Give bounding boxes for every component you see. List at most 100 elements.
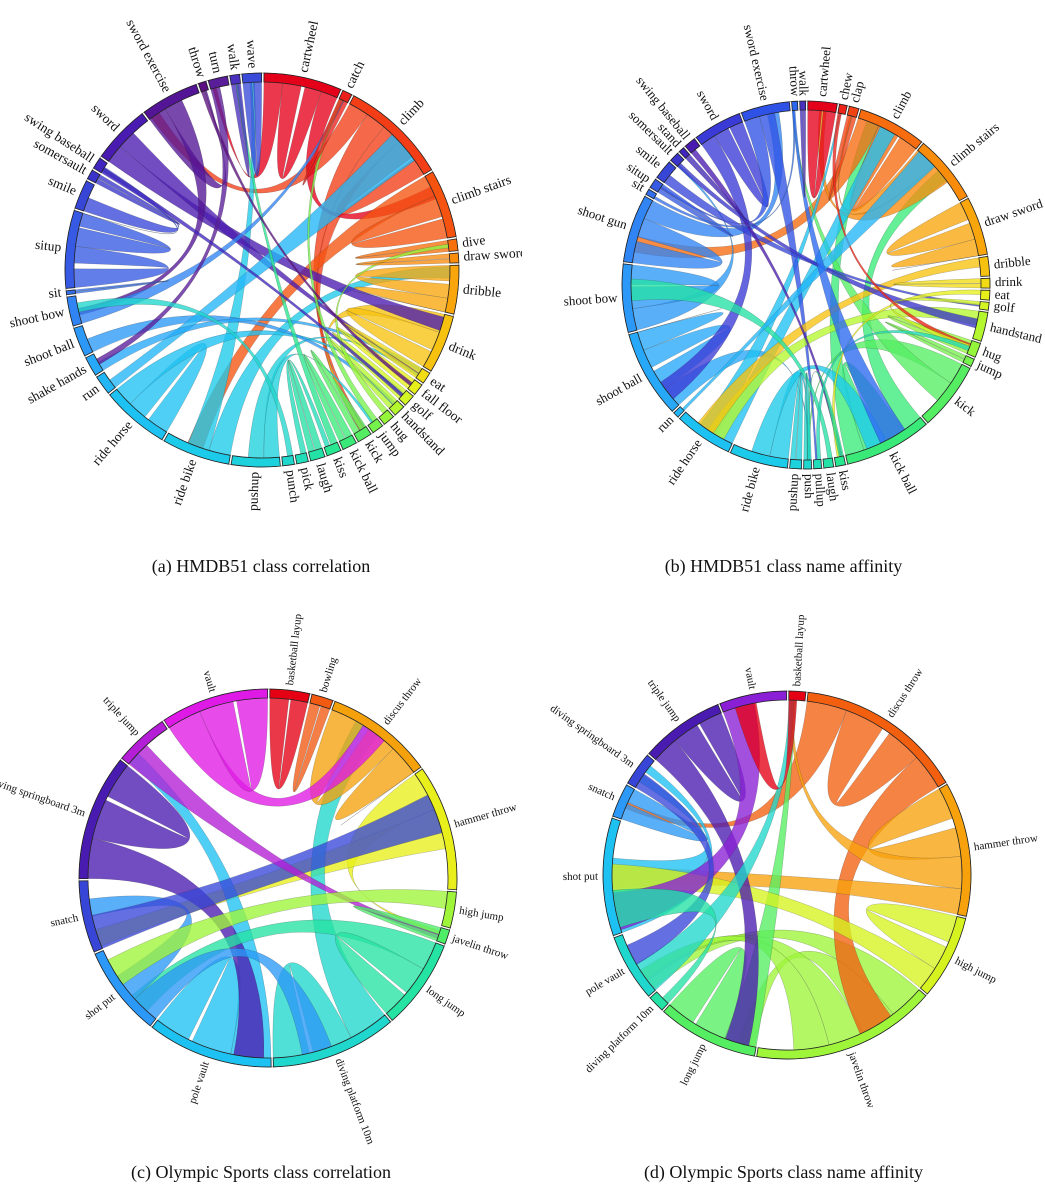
arc-punch bbox=[281, 454, 295, 467]
label-shoot-ball: shoot ball bbox=[593, 370, 645, 408]
label-clap: clap bbox=[847, 79, 867, 104]
label-sword-exercise: sword exercise bbox=[123, 17, 174, 95]
label-pullup: pullup bbox=[812, 473, 829, 507]
chords bbox=[73, 81, 451, 459]
label-hammer-throw: hammer throw bbox=[973, 832, 1039, 853]
label-situp: situp bbox=[34, 237, 62, 255]
arc-hug bbox=[378, 409, 395, 425]
label-draw-sword: draw sword bbox=[982, 195, 1045, 229]
label-walk: walk bbox=[224, 43, 243, 71]
label-pushup: pushup bbox=[245, 471, 261, 511]
label-bowling: bowling bbox=[318, 655, 340, 693]
arc-drink bbox=[980, 277, 991, 289]
label-kiss: kiss bbox=[836, 469, 855, 492]
outer-ring bbox=[621, 100, 991, 470]
caption-a: (a) HMDB51 class correlation bbox=[151, 556, 371, 576]
label-kick: kick bbox=[952, 394, 979, 420]
chords bbox=[611, 699, 963, 1051]
caption-b: (b) HMDB51 class name affinity bbox=[664, 556, 903, 576]
label-handstand: handstand bbox=[989, 319, 1044, 346]
label-high-jump: high jump bbox=[458, 905, 505, 925]
arc-walk bbox=[799, 100, 807, 111]
chord-diagram-c: basketball layup bowling discus throw hamme… bbox=[0, 613, 518, 1147]
label-shoot-bow: shoot bow bbox=[8, 304, 66, 331]
label-eat: eat bbox=[427, 373, 449, 394]
arc-clap bbox=[846, 105, 860, 118]
label-golf: golf bbox=[993, 298, 1016, 315]
panel-olympic-sports-class-name-affinity: basketball layup discus throw hammer throw… bbox=[522, 600, 1045, 1203]
label-jump: jump bbox=[974, 356, 1005, 381]
label-pick: pick bbox=[298, 466, 318, 492]
label-turn: turn bbox=[206, 50, 226, 75]
label-run: run bbox=[654, 412, 677, 435]
label-cartwheel: cartwheel bbox=[814, 45, 834, 97]
label-long-jump: long jump bbox=[678, 1041, 709, 1087]
label-basketball-layup: basketball layup bbox=[791, 614, 807, 687]
label-sword-exercise: sword exercise bbox=[741, 23, 773, 102]
label-long-jump: long jump bbox=[424, 984, 468, 1020]
label-triple-jump: triple jump bbox=[645, 678, 683, 725]
panel-olympic-sports-class-correlation: basketball layup bowling discus throw hamme… bbox=[0, 600, 522, 1203]
label-hammer-throw: hammer throw bbox=[453, 801, 518, 830]
outer-ring bbox=[78, 688, 458, 1068]
label-vault: vault bbox=[200, 669, 218, 694]
arc-dive bbox=[447, 238, 459, 252]
label-discus-throw: discus throw bbox=[381, 676, 425, 728]
panel-hmdb51-class-name-affinity: cartwheel chew clap climb climb stairs draw s… bbox=[522, 0, 1045, 600]
label-eat: eat bbox=[994, 287, 1010, 303]
arc-push bbox=[803, 459, 812, 470]
label-diving-platform-10m: diving platform 10m bbox=[583, 1003, 657, 1076]
chord-diagram-d: basketball layup discus throw hammer throw… bbox=[548, 614, 1039, 1110]
label-draw-sword: draw sword bbox=[463, 245, 522, 264]
label-sword: sword bbox=[89, 101, 123, 135]
arc-throw bbox=[197, 80, 209, 93]
arc-pick bbox=[294, 452, 309, 465]
label-discus-throw: discus throw bbox=[885, 666, 926, 719]
label-wave: wave bbox=[244, 39, 260, 68]
label-hug: hug bbox=[981, 344, 1005, 365]
outer-ring bbox=[64, 72, 460, 468]
arc-pullup bbox=[812, 458, 823, 470]
label-dribble: dribble bbox=[993, 253, 1031, 272]
label-snatch: snatch bbox=[586, 781, 617, 804]
label-throw: throw bbox=[185, 45, 209, 80]
label-push: push bbox=[802, 474, 817, 499]
label-punch: punch bbox=[283, 469, 302, 504]
label-chew: chew bbox=[836, 71, 856, 102]
label-dribble: dribble bbox=[462, 281, 502, 300]
panel-hmdb51-class-correlation: cartwheel catch climb climb stairs dive draw … bbox=[0, 0, 522, 600]
label-climb-stairs: climb stairs bbox=[946, 119, 1002, 169]
label-cartwheel: cartwheel bbox=[296, 19, 322, 74]
label-sit: sit bbox=[48, 284, 63, 300]
label-snatch: snatch bbox=[49, 912, 79, 930]
label-kiss: kiss bbox=[330, 455, 352, 480]
arc-eat bbox=[979, 289, 991, 301]
label-basketball-layup: basketball layup bbox=[284, 613, 304, 686]
label-catch: catch bbox=[342, 58, 368, 90]
outer-ring bbox=[602, 690, 972, 1060]
chord-diagram-a: cartwheel catch climb climb stairs divedraw … bbox=[8, 17, 522, 511]
label-dive: dive bbox=[461, 232, 486, 250]
label-shoot-ball: shoot ball bbox=[22, 336, 77, 369]
arc-throw bbox=[791, 100, 799, 111]
label-pole-vault: pole vault bbox=[583, 966, 627, 999]
chords bbox=[87, 697, 448, 1059]
label-climb: climb bbox=[887, 88, 914, 121]
label-drink: drink bbox=[995, 274, 1023, 289]
label-pushup: pushup bbox=[784, 473, 801, 511]
label-ride-bike: ride bike bbox=[169, 457, 199, 507]
caption-d: (d) Olympic Sports class name affinity bbox=[643, 1162, 924, 1182]
label-ride-horse: ride horse bbox=[89, 418, 135, 468]
label-shoot-bow: shoot bow bbox=[563, 290, 618, 309]
arc-golf bbox=[978, 301, 990, 311]
caption-c: (c) Olympic Sports class correlation bbox=[131, 1162, 391, 1182]
label-javelin-throw: javelin throw bbox=[450, 932, 510, 962]
label-ride-bike: ride bike bbox=[736, 465, 762, 513]
arc-walk bbox=[229, 73, 242, 85]
label-sword: sword bbox=[694, 87, 723, 123]
label-shot-put: shot put bbox=[563, 871, 598, 883]
arc-sit bbox=[65, 289, 76, 296]
label-walk: walk bbox=[796, 71, 811, 97]
arc-basketball-layup bbox=[788, 690, 807, 702]
